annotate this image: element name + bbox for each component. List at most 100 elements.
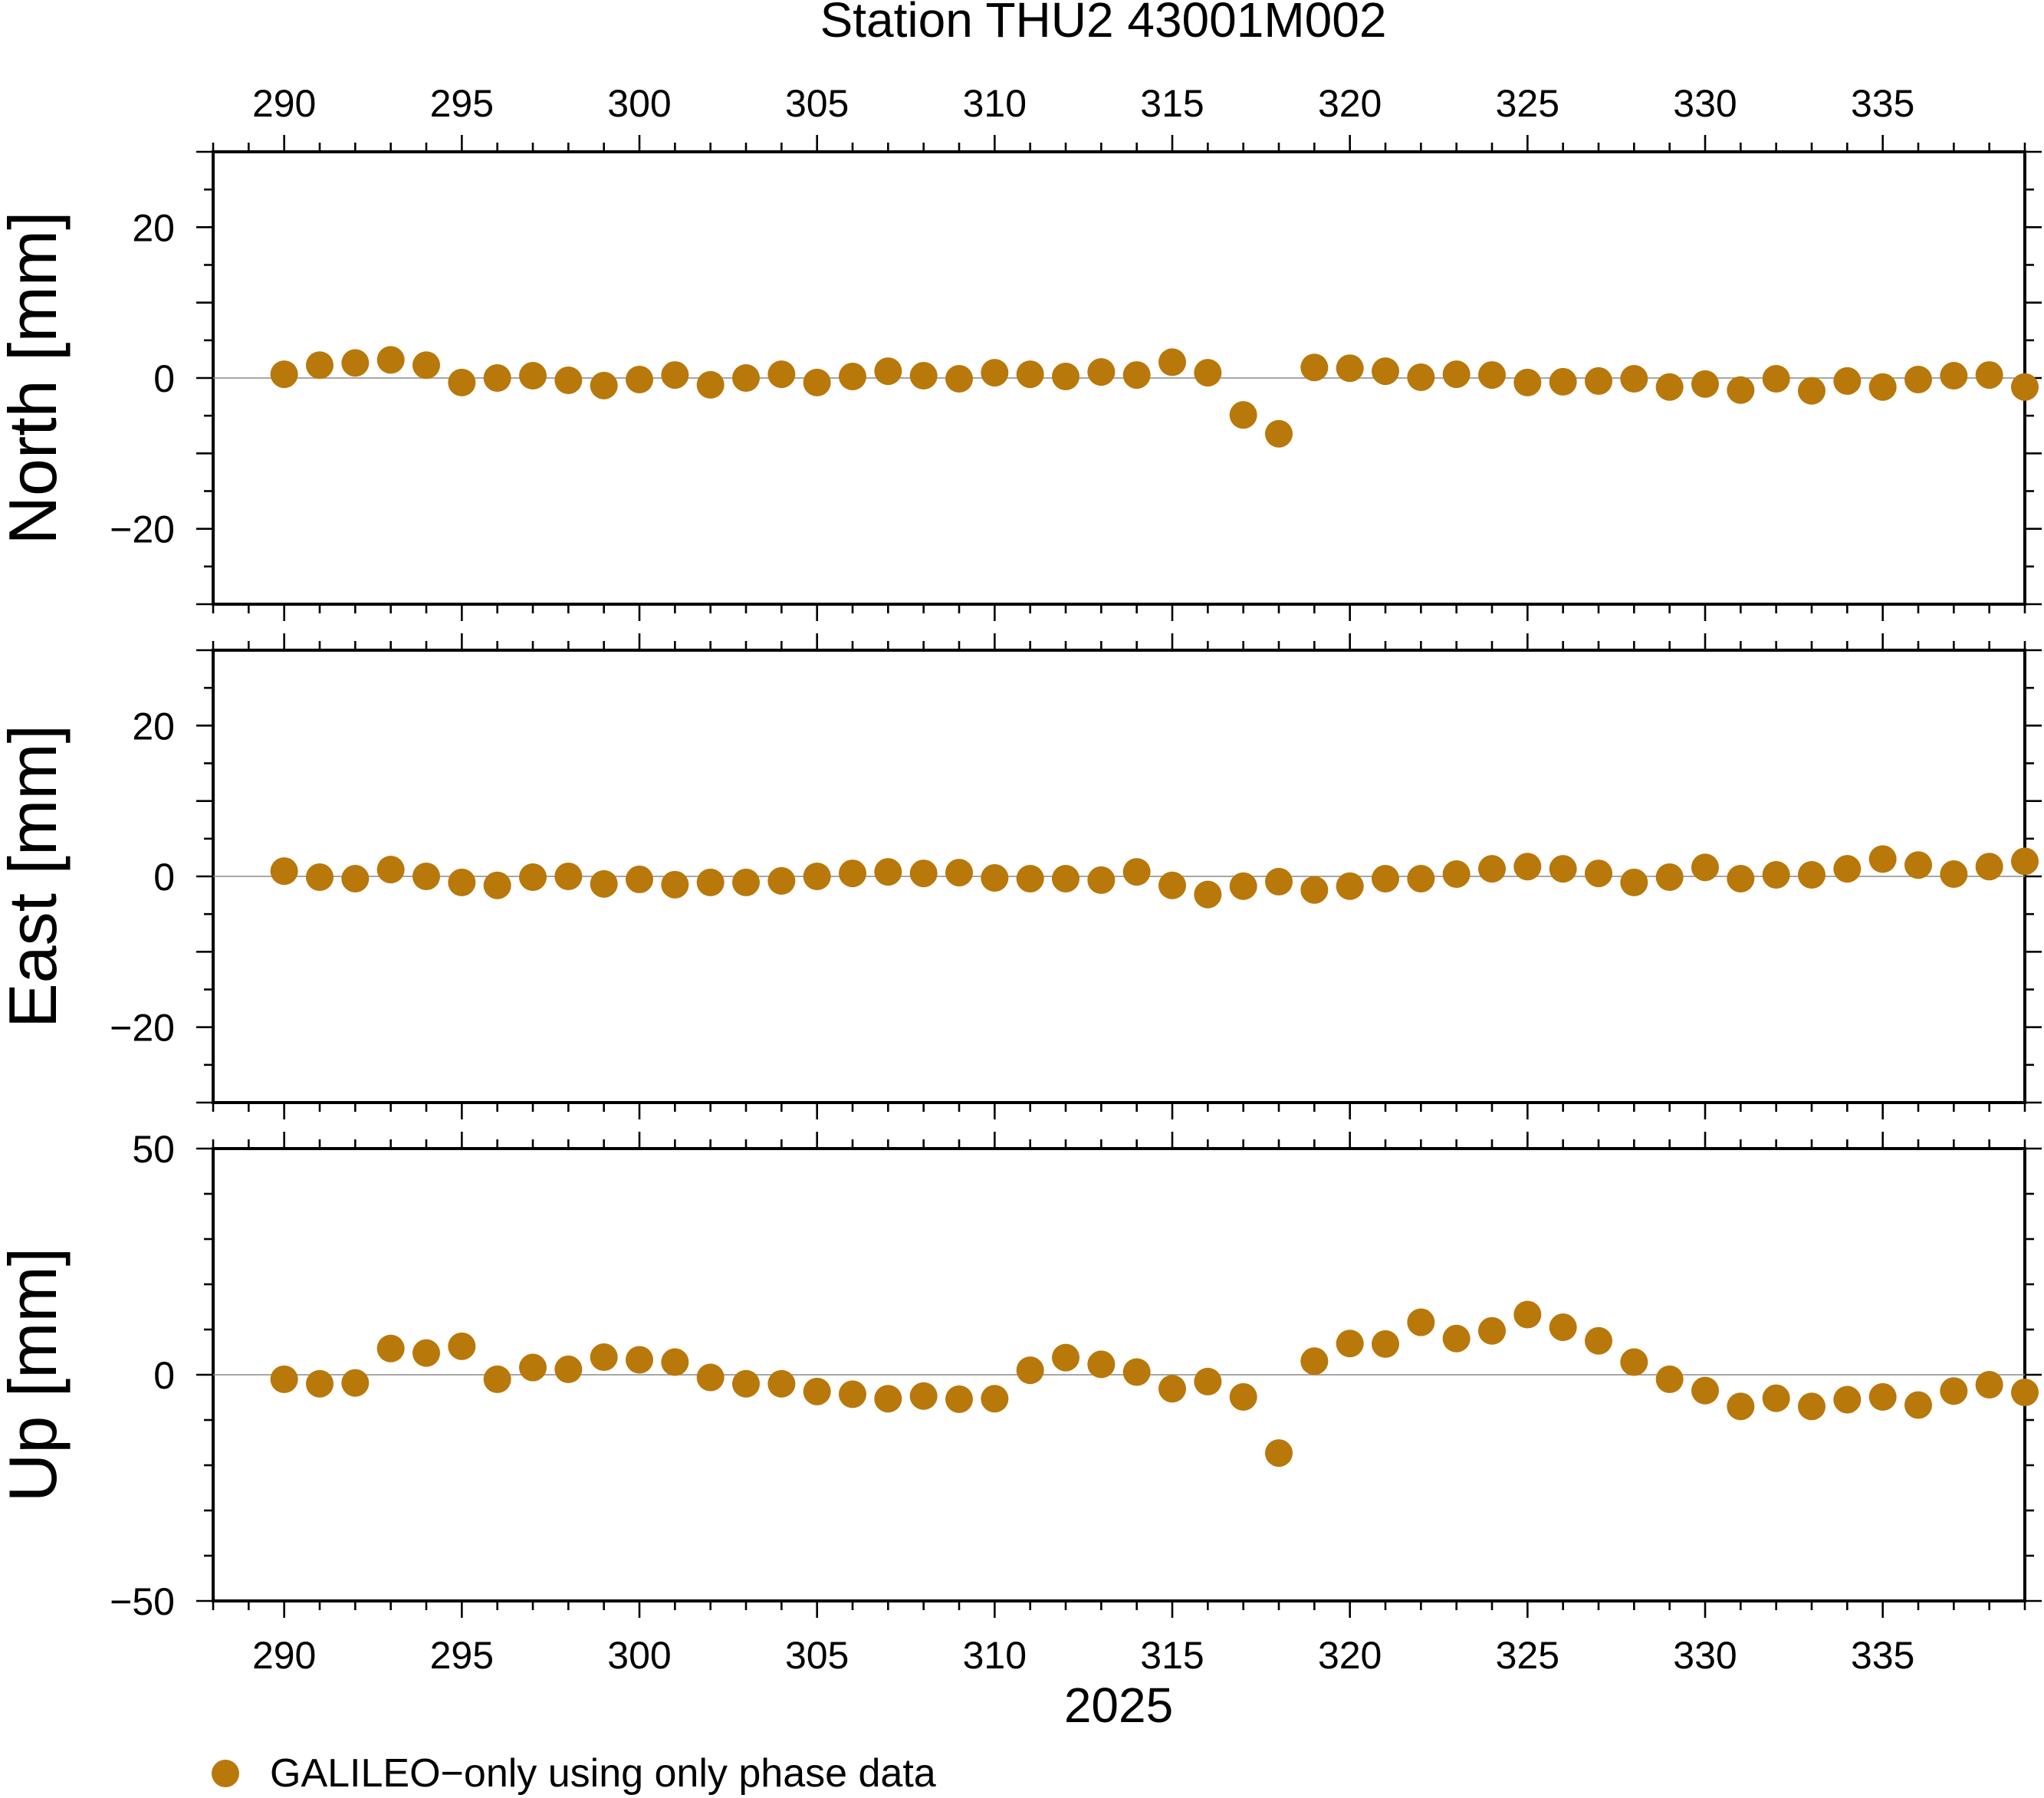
up-data-point [376,1334,405,1362]
north-data-point [2011,373,2039,401]
up-data-point [732,1369,760,1398]
east-data-point [1691,853,1719,882]
north-data-point [1052,363,1080,391]
bottom-x-tick-label: 300 [607,1634,671,1677]
east-data-point [981,863,1009,892]
east-data-point [1868,845,1897,873]
east-data-point [1407,864,1435,892]
east-y-tick-label: −20 [110,1007,175,1050]
north-data-point [1655,373,1684,401]
north-data-point [874,357,902,386]
top-x-tick-label: 300 [607,82,671,125]
north-data-point [1265,419,1293,448]
up-data-point [1122,1358,1151,1386]
north-data-point [1727,376,1755,404]
north-data-point [519,362,547,390]
east-data-point [767,866,796,895]
up-data-point [1904,1391,1932,1419]
north-data-point [1868,373,1897,401]
up-data-point [483,1365,511,1393]
north-data-point [376,346,405,374]
up-data-point [1868,1382,1897,1411]
east-data-point [1122,858,1151,886]
up-data-point [412,1339,440,1367]
east-data-point [1655,863,1684,891]
bottom-x-tick-label: 295 [430,1634,494,1677]
north-data-point [1904,365,1932,393]
north-data-point [767,360,796,389]
north-data-point [1620,364,1648,393]
north-data-point [1513,368,1542,396]
north-data-point [1975,361,2003,390]
north-data-point [1478,361,1506,390]
north-data-point [839,363,866,391]
north-data-point [554,366,583,394]
east-data-point [1372,864,1399,892]
east-data-point [1975,853,2003,881]
east-axis-label: East [mm] [0,725,71,1028]
east-data-point [1585,860,1612,888]
up-data-point [554,1355,583,1383]
up-data-point [1940,1377,1968,1405]
north-y-tick-label: 0 [153,357,175,400]
east-data-point [306,863,334,891]
north-data-point [412,351,440,380]
top-x-tick-label: 325 [1496,82,1559,125]
up-panel: Up [mm] 50 0 −50 [0,1128,2042,1623]
north-data-point [626,365,653,393]
north-data-point [1798,376,1825,405]
north-panel: North [mm] 20 0 −20 [0,135,2042,621]
north-data-point [909,362,938,390]
east-y-tick-label: 0 [153,856,175,899]
east-data-point [732,868,760,896]
bottom-x-tick-label: 290 [252,1634,316,1677]
up-data-point [1975,1370,2003,1399]
north-data-point [1194,359,1222,387]
up-data-point [306,1369,334,1398]
north-data-point [1833,367,1862,395]
east-data-point [909,860,938,888]
up-data-point [448,1332,476,1360]
east-data-point [874,858,902,886]
east-data-point [1727,864,1755,892]
east-data-point [554,863,583,890]
up-data-point [2011,1379,2039,1407]
up-y-tick-label: 0 [153,1354,175,1397]
east-data-point [1052,864,1080,892]
north-data-point [981,359,1009,387]
north-data-point [270,360,298,389]
north-data-point [1122,361,1151,390]
up-data-point [1833,1385,1862,1414]
top-x-tick-label: 320 [1318,82,1382,125]
north-data-point [803,368,831,396]
north-data-point [732,364,760,392]
top-x-tick-label: 290 [252,82,316,125]
up-data-point [696,1363,725,1392]
up-data-point [909,1382,938,1410]
east-data-point [626,865,653,893]
north-data-point [661,361,689,390]
north-data-point [1442,360,1471,389]
north-data-point [341,349,370,377]
east-data-point [1620,868,1648,896]
up-data-point [1762,1384,1790,1412]
bottom-x-tick-label: 335 [1851,1634,1914,1677]
east-data-point [1904,851,1932,879]
north-axis-label: North [mm] [0,211,71,544]
top-x-tick-labels: 290 295 300 305 310 315 320 325 330 335 [252,82,1914,125]
up-y-tick-label: −50 [110,1580,175,1623]
east-data-point [341,864,370,892]
bottom-x-tick-label: 315 [1140,1634,1204,1677]
east-y-tick-label: 20 [132,705,175,748]
east-data-point [2011,847,2039,876]
east-data-point [696,868,725,896]
legend-marker [212,1760,239,1787]
up-data-point [1300,1347,1329,1376]
bottom-x-tick-label: 320 [1318,1634,1382,1677]
up-data-point [981,1385,1009,1413]
up-data-point [1620,1348,1648,1376]
north-data-point [1372,357,1399,386]
up-data-point [270,1365,298,1393]
north-data-point [448,368,476,396]
